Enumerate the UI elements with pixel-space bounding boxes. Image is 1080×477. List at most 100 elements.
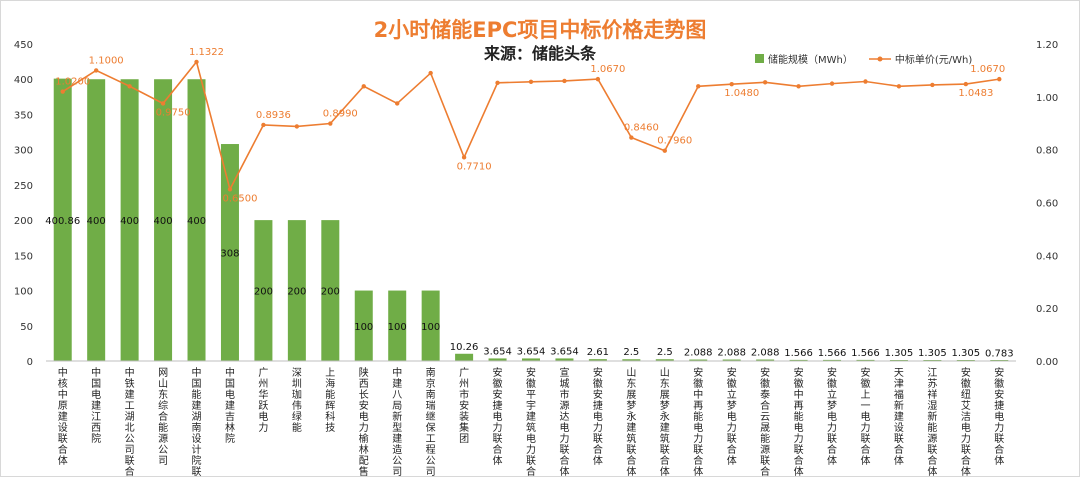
x-tick-label: 安徽泰合云晟能源联合体 (760, 366, 770, 477)
chart-title: 2小时储能EPC项目中标价格走势图 (373, 18, 707, 42)
price-point (328, 121, 333, 126)
x-tick-label: 中国电建吉林院 (225, 366, 235, 445)
bar-data-label: 2.5 (657, 347, 673, 358)
bar (455, 353, 474, 361)
price-data-label: 1.1322 (189, 47, 224, 58)
x-tick-label: 南京南瑞继保工程公司 (426, 366, 436, 477)
bar (154, 79, 173, 361)
bar-data-label: 200 (287, 287, 306, 298)
x-tick-label: 安徽安捷电力联合体 (994, 366, 1004, 467)
bar-data-label: 1.566 (818, 348, 847, 359)
x-tick-label: 广州市安装集团 (459, 367, 469, 445)
bar-data-label: 200 (254, 287, 273, 298)
bar-data-label: 400 (187, 216, 206, 227)
bar-data-label: 1.566 (784, 348, 813, 359)
y-left-tick-label: 50 (20, 322, 33, 333)
chart-legend: 储能规模（MWh） 中标单价(元/Wh) (755, 51, 972, 66)
y-left-tick-label: 0 (27, 357, 33, 368)
y-right-tick-label: 0.40 (1036, 251, 1058, 262)
bar-data-label: 3.654 (483, 346, 512, 357)
price-data-label: 1.0480 (724, 88, 759, 99)
bar-data-label: 400 (154, 216, 173, 227)
price-point (629, 135, 634, 140)
bar (488, 358, 507, 361)
bar (722, 359, 741, 361)
legend-line-label: 中标单价(元/Wh) (894, 55, 973, 66)
price-data-label: 1.0483 (958, 88, 993, 99)
bar (655, 359, 674, 361)
bar-data-label: 1.305 (918, 348, 947, 359)
bar (220, 144, 239, 361)
x-tick-label: 安徽纽艾洁电力联合体 (961, 366, 971, 477)
y-left-tick-label: 200 (14, 216, 33, 227)
price-point (93, 68, 99, 73)
x-tick-label: 安徽安捷电力联合体 (593, 366, 603, 467)
y-left-tick-label: 100 (14, 287, 33, 298)
bar (321, 220, 340, 361)
bar (120, 79, 139, 361)
x-tick-label: 中铁建工湖北公司联合体 (125, 366, 135, 477)
bar (689, 359, 708, 361)
bar-data-label: 400 (87, 216, 106, 227)
x-tick-label: 中国电建江西院 (91, 366, 101, 445)
y-right-tick-label: 0.20 (1036, 304, 1058, 315)
price-point (729, 81, 734, 87)
y-left-tick-label: 350 (14, 110, 33, 121)
y-right-tick-label: 0.80 (1036, 146, 1058, 157)
legend-item-line: 中标单价(元/Wh) (868, 51, 973, 66)
price-point (528, 79, 534, 84)
price-data-label: 0.6500 (222, 193, 257, 204)
price-point (829, 81, 835, 86)
bar (789, 359, 808, 361)
bar (87, 79, 106, 361)
price-point (896, 84, 902, 89)
y-left-tick-label: 150 (14, 251, 33, 262)
y-right-tick-label: 0.00 (1036, 357, 1058, 368)
bar-data-label: 2.088 (717, 348, 746, 359)
chart-subtitle: 来源：储能头条 (483, 44, 596, 63)
price-point (662, 148, 667, 153)
price-point (361, 84, 366, 89)
bar (823, 359, 842, 361)
x-tick-label: 上海能辉科技 (325, 367, 335, 434)
bar-data-label: 1.566 (851, 348, 880, 359)
price-point (796, 84, 801, 89)
bar-data-label: 308 (220, 249, 239, 260)
y-left-tick-label: 300 (14, 146, 33, 157)
y-left-tick-label: 250 (14, 181, 33, 192)
price-data-label: 1.0200 (55, 77, 90, 88)
bar-data-label: 400 (120, 216, 139, 227)
x-tick-label: 江苏祥湿新能源联合体 (927, 367, 937, 477)
price-point (930, 82, 935, 88)
bar (187, 79, 206, 361)
x-tick-label: 中核中原建设联合体 (58, 366, 68, 467)
x-tick-label: 宣城市源达电力联合体 (559, 366, 569, 477)
price-point (227, 187, 233, 192)
y-left-tick-label: 400 (14, 75, 33, 86)
y-right-tick-label: 1.00 (1036, 93, 1058, 104)
price-data-label: 1.0670 (970, 64, 1005, 75)
y-right-tick-label: 1.20 (1036, 40, 1058, 51)
bar (622, 359, 641, 361)
price-data-label: 1.1000 (89, 55, 124, 66)
bar-data-label: 100 (388, 322, 407, 333)
bar (421, 290, 440, 361)
bar-data-label: 0.783 (985, 348, 1014, 359)
x-tick-label: 安徽中再能电力联合体 (794, 366, 804, 477)
bar (555, 358, 574, 361)
y-right-tick-label: 0.60 (1036, 199, 1058, 210)
price-point (127, 84, 132, 89)
x-tick-label: 中建八局新型建造公司 (392, 366, 402, 477)
price-point (160, 101, 166, 106)
x-tick-label: 安徽中再能电力联合体 (693, 366, 703, 477)
x-tick-label: 安徽上一电力联合体 (860, 366, 870, 467)
price-data-label: 0.7710 (457, 161, 492, 172)
bar-data-label: 2.5 (623, 347, 639, 358)
bar-data-label: 100 (421, 322, 440, 333)
x-tick-label: 安徽安捷电力联合体 (493, 366, 503, 467)
bar-data-label: 100 (354, 322, 373, 333)
price-point (495, 80, 500, 86)
x-tick-label: 陕西长安电力榆林配售电 (359, 366, 369, 477)
price-data-label: 0.8460 (624, 123, 659, 134)
